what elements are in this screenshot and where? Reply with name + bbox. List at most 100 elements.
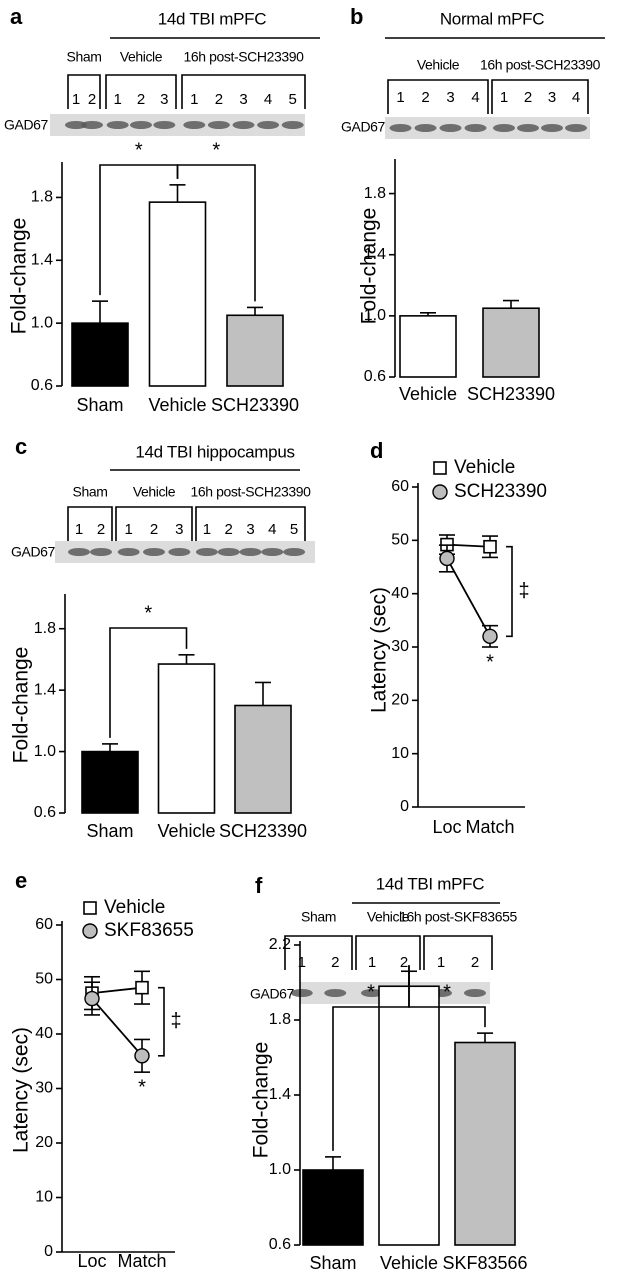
- x-tick-label: Match: [117, 1251, 166, 1271]
- blot-band: [239, 548, 262, 556]
- blot-band: [565, 124, 587, 132]
- lane-number: 2: [471, 954, 479, 971]
- group-label: 16h post-SCH23390: [480, 57, 601, 73]
- group-label: Sham: [301, 909, 336, 925]
- blot-band: [106, 121, 129, 129]
- significance-bracket: [158, 986, 165, 1057]
- blot-band: [439, 124, 462, 132]
- significance-label: *: [135, 139, 143, 161]
- blot-strip: [385, 117, 590, 139]
- lane-number: 2: [225, 521, 233, 538]
- y-tick-label: 20: [391, 692, 409, 709]
- x-tick-label: Loc: [77, 1251, 106, 1271]
- blot-band: [207, 121, 230, 129]
- lane-bracket: [355, 935, 421, 970]
- group-label: 16h post-SCH23390: [183, 49, 304, 65]
- bar: [399, 315, 457, 378]
- x-tick-label: Sham: [309, 1253, 356, 1273]
- lane-number: 3: [239, 91, 247, 108]
- y-axis-label: Latency (sec): [368, 587, 391, 713]
- lane-number: 3: [246, 521, 254, 538]
- group-label: Vehicle: [133, 484, 176, 500]
- blot-band: [130, 121, 152, 129]
- blot-band: [81, 121, 103, 129]
- legend-label: SCH23390: [454, 481, 547, 502]
- lane-bracket: [115, 506, 193, 541]
- bar: [482, 307, 540, 378]
- panel-title: 14d TBI mPFC: [158, 9, 267, 28]
- series-line: [446, 558, 491, 637]
- y-tick-label: 1.4: [269, 1086, 291, 1103]
- lane-number: 1: [298, 954, 306, 971]
- y-tick-label: 30: [35, 1080, 53, 1097]
- y-tick-label: 1.8: [31, 189, 53, 206]
- y-tick-label: 30: [391, 638, 409, 655]
- x-tick-label: SCH23390: [219, 821, 307, 841]
- y-tick-label: 10: [35, 1189, 53, 1206]
- y-axis-label: Fold-change: [10, 647, 33, 764]
- blot-band: [90, 548, 112, 556]
- lane-bracket: [67, 506, 113, 541]
- lane-number: 3: [548, 89, 556, 106]
- y-tick-label: 1.0: [34, 743, 56, 760]
- lane-number: 1: [190, 91, 198, 108]
- significance-bracket: [506, 545, 513, 638]
- y-tick-label: 60: [35, 916, 53, 933]
- lane-number: 2: [215, 91, 223, 108]
- lane-number: 2: [400, 954, 408, 971]
- bar: [81, 750, 139, 814]
- x-tick-label: Vehicle: [380, 1253, 438, 1273]
- marker: [439, 550, 455, 567]
- group-label: 16h post-SCH23390: [190, 484, 311, 500]
- lane-number: 3: [160, 91, 168, 108]
- significance-bracket: [109, 627, 188, 738]
- lane-number: 4: [268, 521, 276, 538]
- y-tick-label: 1.4: [31, 252, 53, 269]
- lane-bracket: [181, 74, 306, 109]
- significance-label: *: [443, 981, 451, 1003]
- marker: [483, 539, 497, 554]
- lane-number: 1: [368, 954, 376, 971]
- marker: [82, 923, 98, 939]
- lane-bracket: [67, 74, 101, 109]
- x-tick-label: Vehicle: [157, 821, 215, 841]
- significance-bracket: [408, 965, 486, 1028]
- lane-number: 1: [72, 91, 80, 108]
- x-tick-label: Loc: [432, 817, 461, 837]
- x-tick-label: SCH23390: [211, 395, 299, 415]
- lane-bracket: [491, 79, 589, 114]
- lane-number: 2: [137, 91, 145, 108]
- lane-bracket: [284, 935, 353, 970]
- y-tick-label: 50: [391, 532, 409, 549]
- lane-bracket: [105, 74, 177, 109]
- series-line: [91, 997, 143, 1057]
- lane-number: 1: [75, 521, 83, 538]
- blot-band: [261, 548, 284, 556]
- blot-band: [324, 989, 347, 997]
- panel-letter: b: [350, 4, 363, 29]
- panel-letter: f: [255, 873, 263, 898]
- blot-label: GAD67: [341, 119, 386, 135]
- legend-label: Vehicle: [454, 457, 515, 478]
- group-label: Vehicle: [367, 909, 410, 925]
- x-tick-label: SCH23390: [467, 384, 555, 404]
- blot-band: [257, 121, 280, 129]
- blot-band: [281, 121, 304, 129]
- blot-band: [361, 989, 383, 997]
- y-tick-label: 50: [35, 971, 53, 988]
- group-label: 16h post-SKF83655: [399, 909, 517, 925]
- marker: [83, 901, 97, 915]
- bar: [71, 322, 129, 387]
- lane-number: 1: [113, 91, 121, 108]
- y-axis-label: Fold-change: [8, 218, 31, 335]
- lane-number: 5: [289, 91, 297, 108]
- blot-band: [517, 124, 539, 132]
- blot-band: [493, 124, 515, 132]
- significance-label: *: [367, 981, 375, 1003]
- point-mark: *: [486, 651, 494, 673]
- y-tick-label: 1.8: [269, 1011, 291, 1028]
- y-tick-label: 2.2: [269, 936, 291, 953]
- y-tick-label: 10: [391, 745, 409, 762]
- significance-bracket: [176, 164, 256, 302]
